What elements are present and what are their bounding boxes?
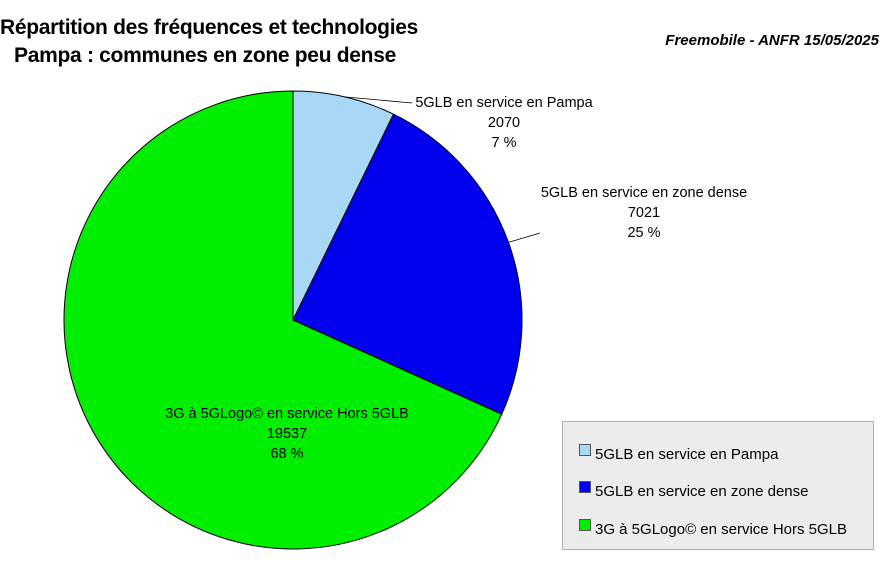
legend-swatch-zone-dense <box>579 481 591 493</box>
data-label-hors-5glb-name: 3G à 5GLogo© en service Hors 5GLB <box>165 406 409 422</box>
data-label-zone-dense-name: 5GLB en service en zone dense <box>541 185 747 201</box>
legend-swatch-hors-5glb <box>579 519 591 531</box>
legend-swatch-pampa <box>579 444 591 456</box>
data-label-hors-5glb-percent: 68 % <box>270 446 303 462</box>
data-label-pampa-percent: 7 % <box>492 135 517 151</box>
data-label-zone-dense-value: 7021 <box>628 205 660 221</box>
legend-label-zone-dense: 5GLB en service en zone dense <box>595 483 808 500</box>
data-label-pampa-value: 2070 <box>488 115 520 131</box>
data-label-hors-5glb-value: 19537 <box>267 426 307 442</box>
chart-legend: 5GLB en service en Pampa 5GLB en service… <box>562 421 874 550</box>
legend-label-hors-5glb: 3G à 5GLogo© en service Hors 5GLB <box>595 521 847 538</box>
legend-label-pampa: 5GLB en service en Pampa <box>595 446 778 463</box>
leader-line-zone-dense <box>508 233 540 242</box>
data-label-zone-dense-percent: 25 % <box>627 225 660 241</box>
data-label-pampa-name: 5GLB en service en Pampa <box>415 95 593 111</box>
